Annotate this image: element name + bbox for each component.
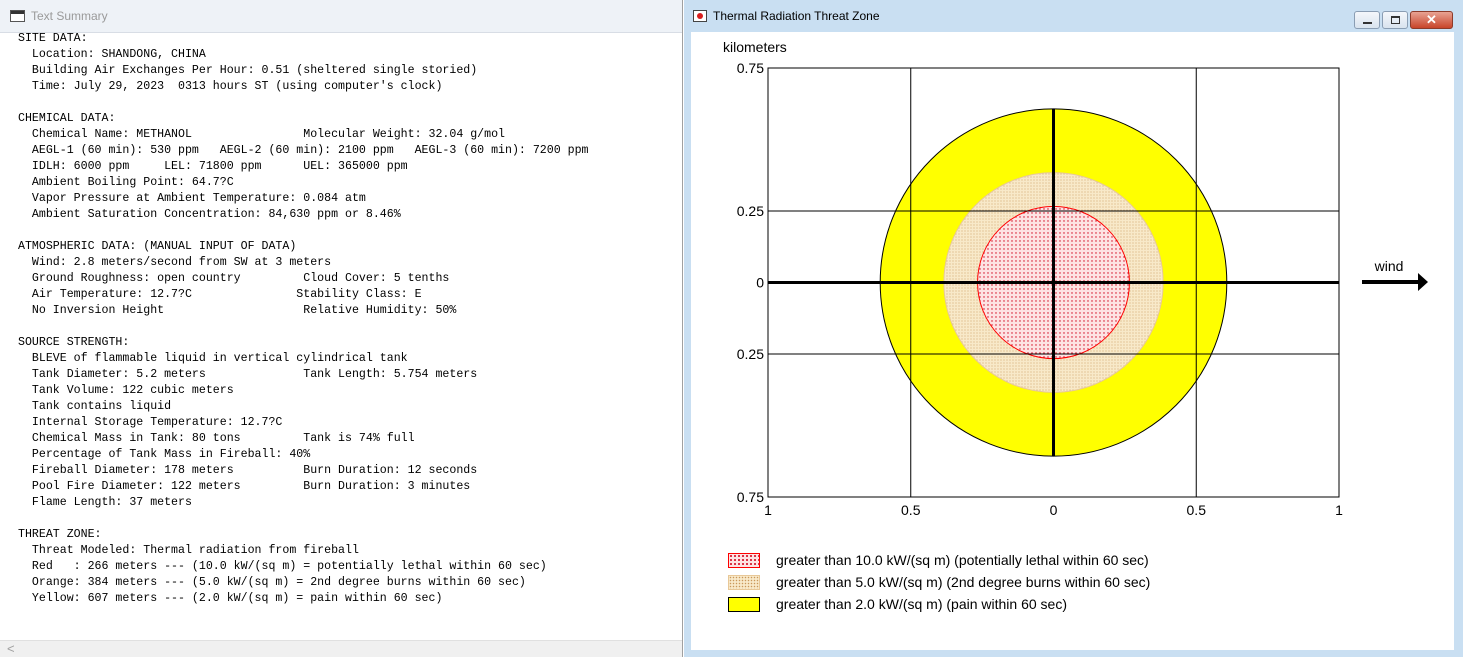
summary-line: Chemical Mass in Tank: 80 tons Tank is 7… (18, 432, 415, 445)
summary-line: Wind: 2.8 meters/second from SW at 3 met… (18, 256, 332, 269)
summary-line: Red : 266 meters --- (10.0 kW/(sq m) = p… (18, 560, 547, 573)
maximize-button[interactable] (1382, 11, 1408, 29)
summary-line: Location: SHANDONG, CHINA (18, 48, 206, 61)
window-app-icon (10, 10, 25, 22)
legend-label: greater than 10.0 kW/(sq m) (potentially… (776, 552, 1149, 568)
summary-line: AEGL-1 (60 min): 530 ppm AEGL-2 (60 min)… (18, 144, 589, 157)
x-tick-label: 1 (764, 502, 772, 518)
summary-line: CHEMICAL DATA: (18, 112, 116, 125)
legend-swatch-yellow (728, 596, 760, 612)
horizontal-scrollbar[interactable]: < (0, 640, 682, 657)
summary-line: Ground Roughness: open country Cloud Cov… (18, 272, 450, 285)
y-tick-label: 0.75 (737, 489, 764, 505)
y-tick-label: 0.25 (737, 203, 764, 219)
aloha-app-icon (693, 10, 707, 22)
summary-line: Vapor Pressure at Ambient Temperature: 0… (18, 192, 366, 205)
legend-swatch-red (728, 552, 760, 568)
summary-line: IDLH: 6000 ppm LEL: 71800 ppm UEL: 36500… (18, 160, 408, 173)
x-tick-label: 0.5 (901, 502, 921, 518)
summary-line: Percentage of Tank Mass in Fireball: 40% (18, 448, 311, 461)
legend-item-orange: greater than 5.0 kW/(sq m) (2nd degree b… (728, 571, 1150, 593)
y-axis-label: kilometers (723, 39, 787, 55)
legend-swatch-orange (728, 574, 760, 590)
threat-zone-titlebar[interactable]: Thermal Radiation Threat Zone (684, 0, 1463, 32)
summary-line: SOURCE STRENGTH: (18, 336, 130, 349)
summary-line: Air Temperature: 12.7?C Stability Class:… (18, 288, 422, 301)
legend-item-red: greater than 10.0 kW/(sq m) (potentially… (728, 549, 1150, 571)
window-title: Text Summary (31, 9, 108, 23)
summary-line: Internal Storage Temperature: 12.7?C (18, 416, 283, 429)
close-button[interactable]: ✕ (1410, 11, 1453, 29)
summary-line: Tank Diameter: 5.2 meters Tank Length: 5… (18, 368, 478, 381)
x-axis-label: kilometers (1021, 521, 1085, 522)
x-tick-label: 0.5 (1187, 502, 1207, 518)
summary-line: Tank contains liquid (18, 400, 172, 413)
legend-label: greater than 2.0 kW/(sq m) (pain within … (776, 596, 1068, 612)
summary-line: Yellow: 607 meters --- (2.0 kW/(sq m) = … (18, 592, 443, 605)
summary-line: Time: July 29, 2023 0313 hours ST (using… (18, 80, 443, 93)
summary-line (18, 319, 589, 335)
minimize-button[interactable] (1354, 11, 1380, 29)
summary-line: Ambient Boiling Point: 64.7?C (18, 176, 234, 189)
summary-line: Tank Volume: 122 cubic meters (18, 384, 234, 397)
text-summary-titlebar[interactable]: Text Summary (0, 0, 682, 33)
wind-label: wind (1374, 258, 1404, 274)
summary-line: BLEVE of flammable liquid in vertical cy… (18, 352, 408, 365)
summary-line: THREAT ZONE: (18, 528, 102, 541)
threat-zone-window: Thermal Radiation Threat Zone ✕ (684, 0, 1463, 657)
summary-line (18, 95, 589, 111)
summary-line: No Inversion Height Relative Humidity: 5… (18, 304, 457, 317)
x-tick-label: 1 (1335, 502, 1343, 518)
x-tick-label: 0 (1050, 502, 1058, 518)
summary-line (18, 511, 589, 527)
summary-line: Ambient Saturation Concentration: 84,630… (18, 208, 401, 221)
summary-line: Flame Length: 37 meters (18, 496, 192, 509)
scroll-left-arrow-icon[interactable]: < (7, 641, 15, 656)
summary-line: Orange: 384 meters --- (5.0 kW/(sq m) = … (18, 576, 526, 589)
window-title: Thermal Radiation Threat Zone (713, 9, 880, 23)
wind-arrow-icon (1362, 273, 1428, 291)
summary-line: ATMOSPHERIC DATA: (MANUAL INPUT OF DATA) (18, 240, 297, 253)
maximize-icon (1391, 16, 1400, 24)
y-tick-label: 0 (756, 275, 764, 291)
minimize-icon (1363, 22, 1372, 24)
y-tick-label: 0.25 (737, 346, 764, 362)
summary-line: Chemical Name: METHANOL Molecular Weight… (18, 128, 506, 141)
summary-text: SITE DATA: Location: SHANDONG, CHINA Bui… (18, 31, 589, 607)
legend-label: greater than 5.0 kW/(sq m) (2nd degree b… (776, 574, 1151, 590)
close-icon: ✕ (1426, 12, 1437, 27)
summary-line: Fireball Diameter: 178 meters Burn Durat… (18, 464, 478, 477)
summary-line (18, 223, 589, 239)
legend-item-yellow: greater than 2.0 kW/(sq m) (pain within … (728, 593, 1150, 615)
legend: greater than 10.0 kW/(sq m) (potentially… (728, 549, 1150, 615)
text-summary-window: Text Summary SITE DATA: Location: SHANDO… (0, 0, 683, 657)
summary-line: Pool Fire Diameter: 122 meters Burn Dura… (18, 480, 471, 493)
summary-line: SITE DATA: (18, 32, 88, 45)
summary-line: Threat Modeled: Thermal radiation from f… (18, 544, 359, 557)
summary-line: Building Air Exchanges Per Hour: 0.51 (s… (18, 64, 478, 77)
y-tick-label: 0.75 (737, 60, 764, 76)
